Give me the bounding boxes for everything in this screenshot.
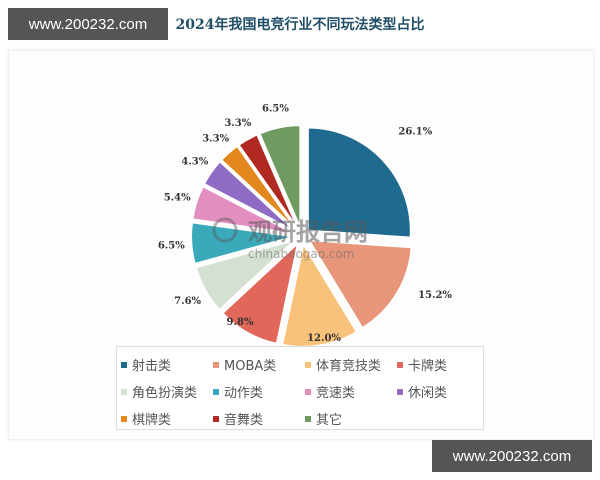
pie-slice-10 [237,133,299,230]
pie-label-7: 5.4% [164,192,191,203]
legend-swatch-icon [213,361,219,368]
pie-slice-4 [221,240,300,345]
pie-label-4: 9.8% [227,317,254,328]
legend-swatch-icon [305,388,311,395]
pie-label-9: 3.3% [202,133,229,144]
legend-swatch-icon [213,388,219,395]
legend-label: MOBA类 [224,359,277,374]
pie-label-1: 26.1% [398,126,432,137]
legend-swatch-icon [121,415,127,422]
legend-label: 棋牌类 [132,413,172,428]
legend-label: 射击类 [132,359,172,374]
legend-item: 休闲类 [397,378,489,405]
pie-slice-7 [191,184,295,235]
pie-label-2: 15.2% [418,290,452,301]
pie-slice-11 [258,124,302,229]
legend-swatch-icon [305,361,311,368]
legend-label: 其它 [316,413,343,428]
legend-swatch-icon [121,361,127,368]
legend-label: 竞速类 [316,386,356,401]
watermark-url-text: chinabaogao.com [248,247,354,261]
legend-label: 音舞类 [224,413,264,428]
legend-label: 卡牌类 [408,359,448,374]
pie-label-5: 7.6% [174,296,201,307]
pie-label-8: 4.3% [181,157,208,168]
legend-label: 体育竞技类 [316,359,382,374]
legend-swatch-icon [121,388,127,395]
site-watermark-top: www.200232.com [8,8,168,40]
legend-label: 动作类 [224,386,264,401]
legend-item: 射击类 [121,351,213,378]
pie-label-3: 12.0% [307,333,341,344]
pie-slices [190,124,413,348]
chart-legend: 射击类 MOBA类 体育竞技类 卡牌类角色扮演类 动作类 竞速类 休闲类棋牌类 音舞类 其它 [116,346,484,430]
pie-slice-2 [306,239,413,330]
pie-slice-8 [202,159,297,233]
legend-item: 其它 [305,405,397,432]
legend-swatch-icon [213,415,219,422]
pie-labels: 26.1% 15.2% 12.0% 9.8% 7.6% 6.5% 5.4% 4.3% 3.3% 3… [158,104,453,344]
legend-item: MOBA类 [213,351,305,378]
pie-slice-3 [280,241,359,348]
legend-swatch-icon [305,415,311,422]
legend-item: 体育竞技类 [305,351,397,378]
legend-item: 卡牌类 [397,351,489,378]
legend-item: 棋牌类 [121,405,213,432]
watermark-logo-text: 观研报告网 [248,218,368,246]
legend-label: 角色扮演类 [132,386,198,401]
chart-watermark: 观研报告网 chinabaogao.com [212,217,368,261]
pie-slice-5 [194,238,296,312]
pie-slice-1 [306,126,412,239]
legend-item: 角色扮演类 [121,378,213,405]
legend-swatch-icon [397,388,403,395]
pie-label-6: 6.5% [158,241,185,252]
pie-slice-6 [190,221,295,266]
legend-label: 休闲类 [408,386,448,401]
watermark-logo-icon [212,217,238,243]
legend-item: 音舞类 [213,405,305,432]
chart-title: 2024年我国电竞行业不同玩法类型占比 [175,17,425,33]
site-watermark-bottom: www.200232.com [432,440,592,472]
pie-label-11: 6.5% [262,104,289,115]
legend-item: 竞速类 [305,378,397,405]
pie-slice-9 [219,144,298,231]
pie-label-10: 3.3% [224,118,251,129]
legend-item: 动作类 [213,378,305,405]
legend-swatch-icon [397,361,403,368]
